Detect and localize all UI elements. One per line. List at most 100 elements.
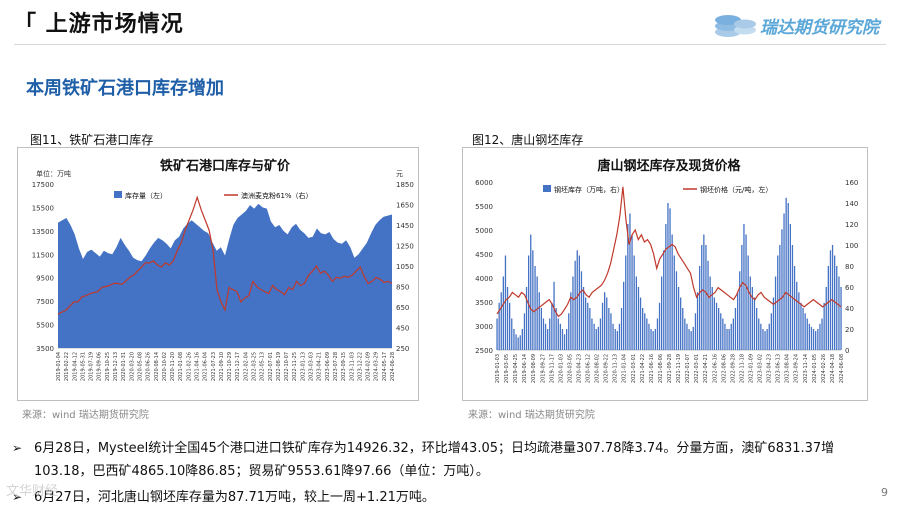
y-left-tick-label: 5000 (475, 227, 493, 235)
series-bar (551, 302, 553, 351)
x-tick-label: 2021-01-08 (178, 352, 184, 381)
series-bar (734, 308, 737, 350)
series-bar (793, 266, 796, 350)
x-tick-label: 2021-06-04 (203, 352, 209, 381)
y-right-tick-label: 1050 (396, 263, 414, 271)
x-tick-label: 2020-06-26 (146, 352, 152, 381)
figure-11-label: 图11、铁矿石港口库存 (30, 133, 154, 147)
series-bar (827, 266, 829, 350)
x-tick-label: 2023-03-03 (309, 352, 315, 381)
series-bar (684, 318, 686, 350)
x-tick-label: 2020-09-22 (604, 354, 610, 383)
x-tick-label: 2020-08-02 (595, 354, 601, 383)
series-bar (618, 323, 621, 351)
series-bar (821, 318, 823, 350)
series-bar (823, 302, 825, 351)
series-bar (504, 255, 507, 350)
legend-label: 钢坯库存（万吨，右） (554, 185, 624, 194)
x-tick-label: 2021-04-22 (640, 354, 646, 383)
series-bar (764, 331, 766, 350)
series-bar (519, 335, 521, 350)
series-bar (768, 323, 770, 351)
series-bar (745, 234, 747, 350)
x-tick-label: 2021-09-10 (219, 352, 225, 381)
x-tick-label: 2022-05-13 (260, 352, 266, 381)
series-bar (521, 329, 523, 350)
series-bar (578, 255, 580, 350)
x-tick-label: 2020-04-23 (576, 354, 582, 383)
x-tick-label: 2020-05-08 (137, 352, 143, 381)
coin-stack-icon (715, 15, 756, 37)
y-right-tick-label: 40 (845, 305, 854, 313)
series-bar (561, 329, 564, 350)
y-left-tick-label: 2500 (475, 347, 493, 355)
x-tick-label: 2020-06-12 (586, 354, 592, 383)
series-bar (656, 318, 659, 350)
x-tick-label: 2022-03-25 (252, 352, 258, 381)
x-tick-label: 2021-10-29 (227, 352, 233, 381)
series-bar (682, 308, 684, 350)
y-left-tick-label: 5500 (475, 203, 493, 211)
x-tick-label: 2019-04-12 (72, 352, 78, 381)
series-bar (747, 255, 749, 350)
x-tick-label: 2020-11-20 (170, 352, 176, 381)
x-tick-label: 2019-07-19 (89, 352, 95, 381)
x-tick-label: 2024-03-29 (374, 352, 380, 381)
header-divider (14, 44, 886, 45)
series-bar (549, 318, 551, 350)
series-bar (665, 224, 667, 350)
series-bar (585, 297, 587, 350)
series-bar (675, 271, 678, 351)
series-bar (817, 329, 819, 350)
series-bar (517, 337, 519, 350)
series-bar (808, 323, 810, 351)
series-bar (568, 313, 570, 351)
series-bar (690, 331, 692, 350)
y-right-tick-label: 1450 (396, 222, 414, 230)
series-bar (538, 292, 540, 351)
legend-swatch (114, 191, 122, 198)
series-bar (658, 302, 661, 351)
series-bar (802, 308, 804, 350)
series-bar (574, 260, 576, 351)
series-bar (812, 329, 815, 350)
series-bar (692, 326, 694, 350)
x-tick-label: 2022-10-07 (284, 352, 290, 381)
y-right-tick-label: 160 (845, 179, 858, 187)
series-bar (819, 323, 821, 351)
y-left-tick-label: 5500 (36, 322, 54, 330)
logo-text: 瑞达期货研究院 (760, 18, 879, 38)
series-bar (836, 266, 838, 350)
y-right-unit: 元 (396, 170, 403, 178)
series-bar (534, 266, 536, 350)
series-bar (709, 276, 711, 350)
series-bar (774, 276, 777, 350)
series-bar (563, 334, 566, 351)
series-bar (749, 276, 751, 350)
series-bar (696, 292, 699, 351)
x-tick-label: 2024-02-26 (821, 354, 827, 383)
x-tick-label: 2022-01-07 (685, 354, 691, 383)
series-bar (536, 276, 538, 350)
bullet-arrow-icon: ➢ (12, 490, 23, 504)
figure-11-source: 来源：wind 瑞达期货研究院 (22, 410, 149, 421)
x-tick-label: 2021-03-01 (631, 354, 637, 383)
x-tick-label: 2023-03-02 (758, 354, 764, 383)
page-header-title: 「 上游市场情况 (14, 12, 184, 37)
y-right-tick-label: 450 (396, 325, 409, 333)
series-bar (513, 329, 515, 350)
series-bar (834, 255, 836, 350)
series-bar (777, 255, 779, 350)
series-bar (726, 329, 728, 350)
x-tick-label: 2024-05-17 (382, 352, 388, 381)
series-bar (753, 297, 756, 350)
x-tick-label: 2021-04-16 (194, 352, 200, 381)
x-tick-label: 2022-09-28 (730, 354, 736, 383)
x-tick-label: 2024-06-08 (839, 354, 845, 383)
x-tick-label: 2023-07-28 (333, 352, 339, 381)
x-tick-label: 2021-06-16 (649, 354, 655, 383)
series-bar (677, 287, 680, 350)
series-bar (789, 224, 791, 350)
y-left-tick-label: 3500 (36, 345, 54, 353)
y-right-tick-label: 650 (396, 304, 409, 312)
